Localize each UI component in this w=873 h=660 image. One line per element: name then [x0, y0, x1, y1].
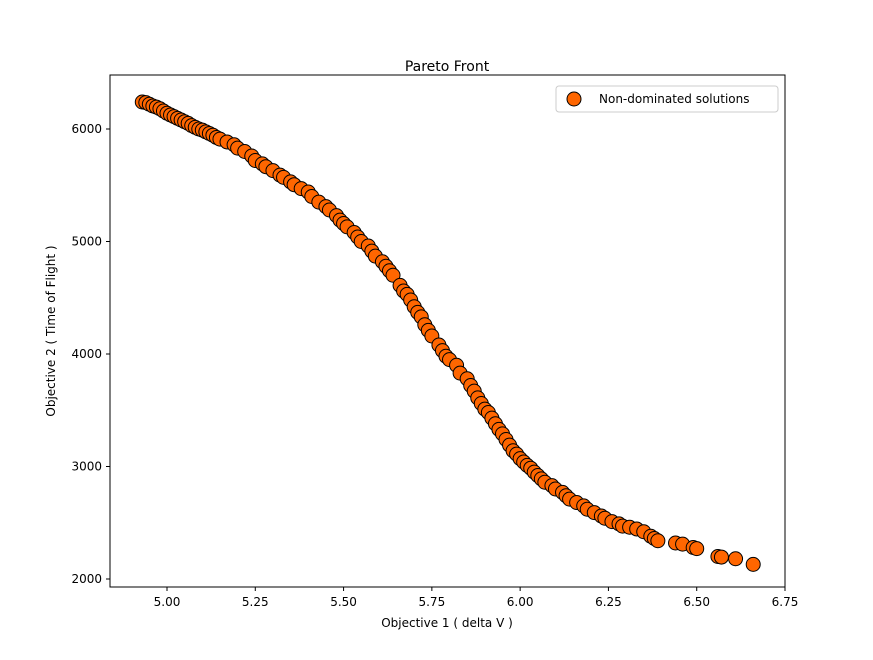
data-point — [713, 549, 729, 565]
x-axis: 5.00 5.25 5.50 5.75 6.00 6.25 6.50 6.75 — [154, 587, 799, 609]
x-tick-label: 6.75 — [772, 595, 799, 609]
points-layer — [134, 94, 761, 572]
data-point — [385, 267, 401, 283]
y-tick-label: 5000 — [71, 235, 102, 249]
y-tick-label: 3000 — [71, 460, 102, 474]
x-axis-label: Objective 1 ( delta V ) — [381, 616, 513, 630]
data-point — [689, 541, 705, 557]
y-axis: 2000 3000 4000 5000 6000 — [71, 122, 110, 586]
chart-title: Pareto Front — [405, 59, 490, 75]
x-tick-label: 6.50 — [683, 595, 710, 609]
x-tick-label: 5.75 — [418, 595, 445, 609]
data-point — [728, 551, 744, 567]
y-tick-label: 4000 — [71, 347, 102, 361]
data-point — [745, 556, 761, 572]
y-tick-label: 2000 — [71, 572, 102, 586]
plot-frame — [109, 74, 786, 588]
legend-box — [555, 85, 779, 113]
x-tick-label: 6.25 — [595, 595, 622, 609]
legend-entry-label: Non-dominated solutions — [599, 92, 750, 106]
legend-marker — [566, 91, 582, 107]
x-tick-label: 5.00 — [154, 595, 181, 609]
x-tick-label: 5.50 — [330, 595, 357, 609]
x-tick-label: 6.00 — [507, 595, 534, 609]
y-tick-label: 6000 — [71, 122, 102, 136]
y-axis-label: Objective 2 ( Time of Flight ) — [44, 245, 58, 416]
data-point — [650, 533, 666, 549]
legend: Non-dominated solutions — [555, 85, 779, 113]
x-tick-label: 5.25 — [242, 595, 269, 609]
